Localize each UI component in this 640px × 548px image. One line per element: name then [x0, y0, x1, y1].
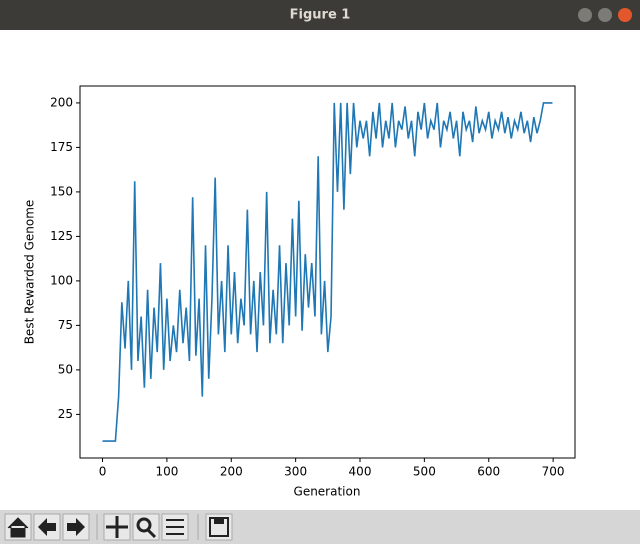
pan-button[interactable]	[103, 513, 131, 541]
y-tick-label: 150	[50, 184, 73, 198]
x-tick-label: 500	[413, 465, 436, 479]
x-tick-label: 200	[220, 465, 243, 479]
save-button[interactable]	[205, 513, 233, 541]
window-title: Figure 1	[290, 8, 351, 23]
y-axis-label: Best Rewarded Genome	[23, 200, 37, 345]
title-bar	[0, 0, 640, 30]
x-tick-label: 400	[349, 465, 372, 479]
x-tick-label: 600	[477, 465, 500, 479]
y-tick-label: 175	[50, 140, 73, 154]
configure-button[interactable]	[161, 513, 189, 541]
x-tick-label: 300	[284, 465, 307, 479]
zoom-button[interactable]	[132, 513, 160, 541]
y-tick-label: 75	[58, 318, 73, 332]
y-tick-label: 25	[58, 407, 73, 421]
minimize-button[interactable]	[578, 8, 592, 22]
x-tick-label: 0	[99, 465, 107, 479]
forward-button[interactable]	[62, 513, 90, 541]
home-button[interactable]	[4, 513, 32, 541]
y-tick-label: 200	[50, 95, 73, 109]
axes-frame	[79, 85, 576, 459]
y-tick-label: 100	[50, 273, 73, 287]
x-tick-label: 700	[542, 465, 565, 479]
toolbar	[0, 510, 640, 544]
back-button[interactable]	[33, 513, 61, 541]
y-tick-label: 125	[50, 229, 73, 243]
data-line	[102, 102, 553, 442]
x-tick-label: 100	[155, 465, 178, 479]
y-tick-label: 50	[58, 362, 73, 376]
close-button[interactable]	[618, 8, 632, 22]
x-axis-label: Generation	[294, 485, 361, 499]
maximize-button[interactable]	[598, 8, 612, 22]
